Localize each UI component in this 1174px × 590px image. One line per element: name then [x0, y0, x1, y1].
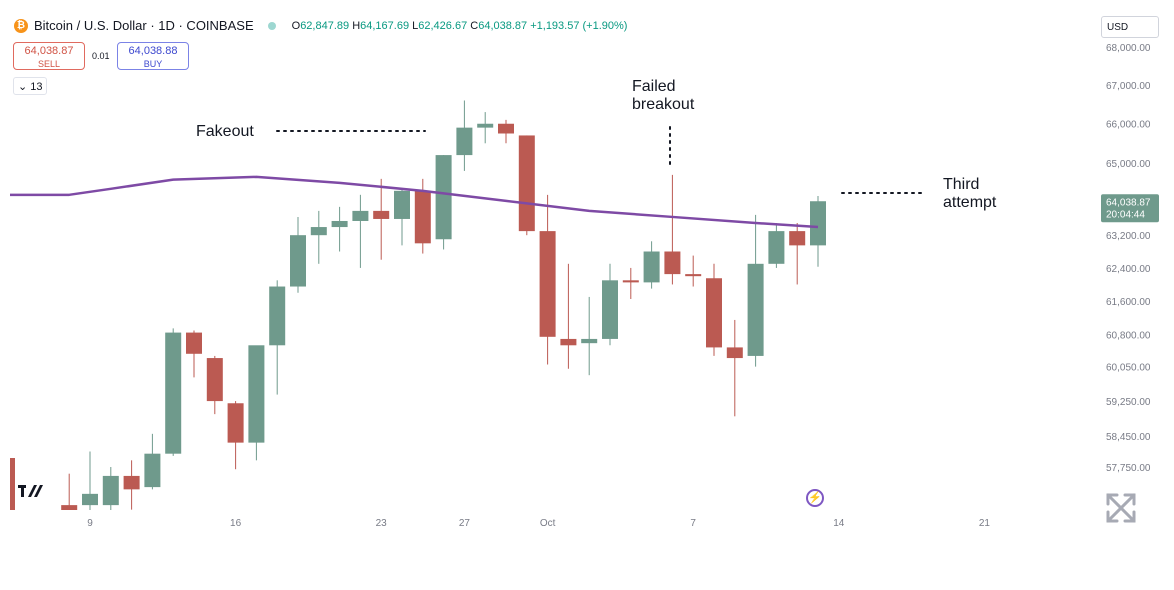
countdown-label: 20:04:44 [1106, 209, 1145, 220]
sell-button[interactable]: 64,038.87 SELL [13, 42, 85, 70]
candle-body[interactable] [144, 453, 161, 488]
expand-icon[interactable] [1104, 491, 1138, 525]
candle-body[interactable] [123, 475, 140, 490]
annotation-failed-breakout: Failed [632, 78, 676, 95]
candle-body[interactable] [82, 493, 98, 506]
change-value: +1,193.57 (+1.90%) [530, 19, 628, 32]
candle-body[interactable] [456, 127, 473, 156]
y-tick-label: 59,250.00 [1106, 397, 1151, 408]
candle-body[interactable] [622, 280, 639, 283]
candle-body[interactable] [331, 220, 348, 228]
y-tick-label: 67,000.00 [1106, 81, 1151, 92]
candle-body[interactable] [248, 345, 265, 443]
currency-select[interactable]: USD [1101, 16, 1159, 38]
y-tick-label: 66,000.00 [1106, 120, 1151, 131]
candle-body[interactable] [435, 155, 452, 240]
candle-body[interactable] [61, 505, 78, 510]
x-tick-label: 14 [833, 518, 845, 529]
candle-body[interactable] [706, 278, 722, 348]
candle-body[interactable] [726, 347, 743, 359]
sell-price: 64,038.87 [24, 45, 74, 57]
candle-body[interactable] [373, 210, 390, 219]
sell-label: SELL [37, 59, 61, 69]
symbol-header: ₿ Bitcoin / U.S. Dollar · 1D · COINBASE … [14, 18, 627, 33]
y-tick-label: 60,800.00 [1106, 331, 1151, 342]
x-tick-label: 27 [459, 518, 471, 529]
market-status-dot [267, 21, 276, 30]
symbol-title[interactable]: Bitcoin / U.S. Dollar · 1D · COINBASE [34, 18, 254, 33]
candle-body[interactable] [768, 231, 785, 264]
candle-body[interactable] [102, 475, 119, 506]
last-price-label: 64,038.87 [1106, 197, 1151, 208]
candle-body[interactable] [685, 274, 702, 277]
candle-body[interactable] [498, 123, 514, 134]
annotation-third-attempt: attempt [943, 194, 997, 211]
lightning-icon[interactable]: ⚡ [806, 489, 824, 507]
candle-body[interactable] [394, 190, 410, 219]
y-tick-label: 57,750.00 [1106, 463, 1151, 474]
last-price-tag [1101, 194, 1159, 223]
x-tick-label: 16 [230, 518, 242, 529]
candle-body[interactable] [518, 135, 535, 232]
candle-body[interactable] [664, 251, 681, 275]
candle-body[interactable] [602, 280, 618, 339]
buy-label: BUY [143, 59, 163, 69]
candle-body[interactable] [643, 251, 660, 283]
buy-button[interactable]: 64,038.88 BUY [117, 42, 189, 70]
y-tick-label: 65,000.00 [1106, 159, 1151, 170]
annotation-fakeout: Fakeout [196, 123, 254, 140]
candle-body[interactable] [227, 403, 244, 443]
ohlc-readout: O62,847.89 H64,167.69 L62,426.67 C64,038… [291, 19, 628, 32]
x-tick-label: 23 [376, 518, 388, 529]
spread-value: 0.01 [92, 51, 110, 61]
y-tick-label: 58,450.00 [1106, 432, 1151, 443]
candle-body[interactable] [269, 286, 286, 346]
bitcoin-icon: ₿ [14, 18, 28, 33]
chevron-down-icon: ⌄ [18, 81, 28, 93]
candle-body[interactable] [581, 338, 598, 344]
moving-average-line [10, 175, 819, 229]
x-tick-label: Oct [540, 518, 556, 529]
candle-body[interactable] [186, 332, 202, 354]
candle-body[interactable] [165, 332, 182, 454]
candle-body[interactable] [789, 231, 806, 246]
y-tick-label: 60,050.00 [1106, 363, 1151, 374]
annotation-failed-breakout: breakout [632, 96, 695, 113]
candle-body[interactable] [747, 263, 764, 356]
tradingview-logo[interactable] [10, 458, 46, 510]
candle-body[interactable] [539, 231, 556, 337]
y-tick-label: 61,600.00 [1106, 297, 1151, 308]
annotation-third-attempt: Third [943, 176, 979, 193]
buy-price: 64,038.88 [128, 45, 178, 57]
candle-body[interactable] [290, 235, 306, 287]
candle-body[interactable] [414, 190, 431, 244]
candle-body[interactable] [477, 123, 494, 128]
y-tick-label: 68,000.00 [1106, 43, 1151, 54]
indicator-count: 13 [30, 81, 43, 93]
indicators-toggle[interactable]: ⌄ 13 [13, 77, 47, 95]
candle-body[interactable] [310, 227, 327, 236]
x-tick-label: 21 [979, 518, 991, 529]
candle-body[interactable] [560, 338, 577, 346]
x-tick-label: 7 [690, 518, 696, 529]
y-tick-label: 63,200.00 [1106, 231, 1151, 242]
candle-body[interactable] [206, 358, 223, 402]
x-tick-label: 9 [87, 518, 93, 529]
y-tick-label: 62,400.00 [1106, 264, 1151, 275]
candle-body[interactable] [352, 210, 369, 221]
candle-body[interactable] [810, 201, 826, 246]
